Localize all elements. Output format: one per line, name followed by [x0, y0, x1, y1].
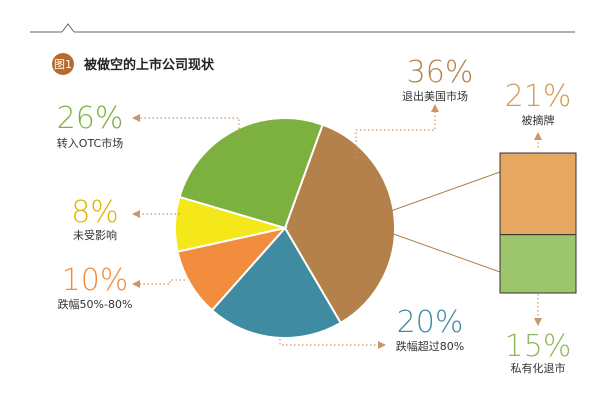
- arrow-10: [132, 280, 140, 288]
- figure-label: 图1: [54, 58, 72, 71]
- label-36: 退出美国市场: [402, 89, 468, 103]
- figure-badge: 图1: [52, 53, 74, 75]
- pct-15: 15%: [505, 329, 572, 364]
- label-10: 跌幅50%-80%: [58, 297, 133, 311]
- pct-20: 20%: [397, 305, 464, 340]
- leader-arrows: [132, 104, 542, 349]
- label-21: 被摘牌: [522, 113, 555, 127]
- pie-slice-1: [210, 226, 343, 339]
- stacked-bar: [499, 152, 577, 294]
- pct-8: 8%: [71, 195, 119, 230]
- connector-lines: [387, 171, 501, 273]
- arrow-8: [132, 210, 140, 218]
- bar-segment-0: [499, 152, 577, 236]
- header-rule: [30, 23, 575, 33]
- pie-slice-4: [178, 117, 324, 230]
- label-20: 跌幅超过80%: [396, 339, 464, 353]
- pct-36: 36%: [407, 55, 474, 90]
- pct-10: 10%: [62, 263, 129, 298]
- arrow-21: [534, 132, 542, 140]
- category-labels: 退出美国市场 转入OTC市场 未受影响 跌幅50%-80% 跌幅超过80% 被摘…: [57, 89, 566, 375]
- leader-10: [140, 279, 185, 285]
- label-8: 未受影响: [73, 229, 117, 242]
- percent-labels: 36% 26% 8% 10% 20% 21% 15%: [57, 55, 572, 364]
- arrow-20: [378, 341, 386, 349]
- arrow-26: [132, 114, 140, 122]
- leader-20: [279, 339, 378, 346]
- pct-21: 21%: [505, 79, 572, 114]
- leader-26: [140, 117, 240, 137]
- bar-segment-1: [499, 234, 577, 294]
- chart-title: 被做空的上市公司现状: [83, 57, 215, 73]
- leader-36: [355, 112, 436, 158]
- arrow-15: [534, 318, 542, 326]
- arrow-36: [431, 104, 439, 112]
- label-26: 转入OTC市场: [57, 136, 123, 150]
- pie-slices: [174, 117, 396, 339]
- pct-26: 26%: [57, 101, 124, 136]
- leader-lines: [140, 112, 539, 346]
- label-15: 私有化退市: [511, 361, 566, 375]
